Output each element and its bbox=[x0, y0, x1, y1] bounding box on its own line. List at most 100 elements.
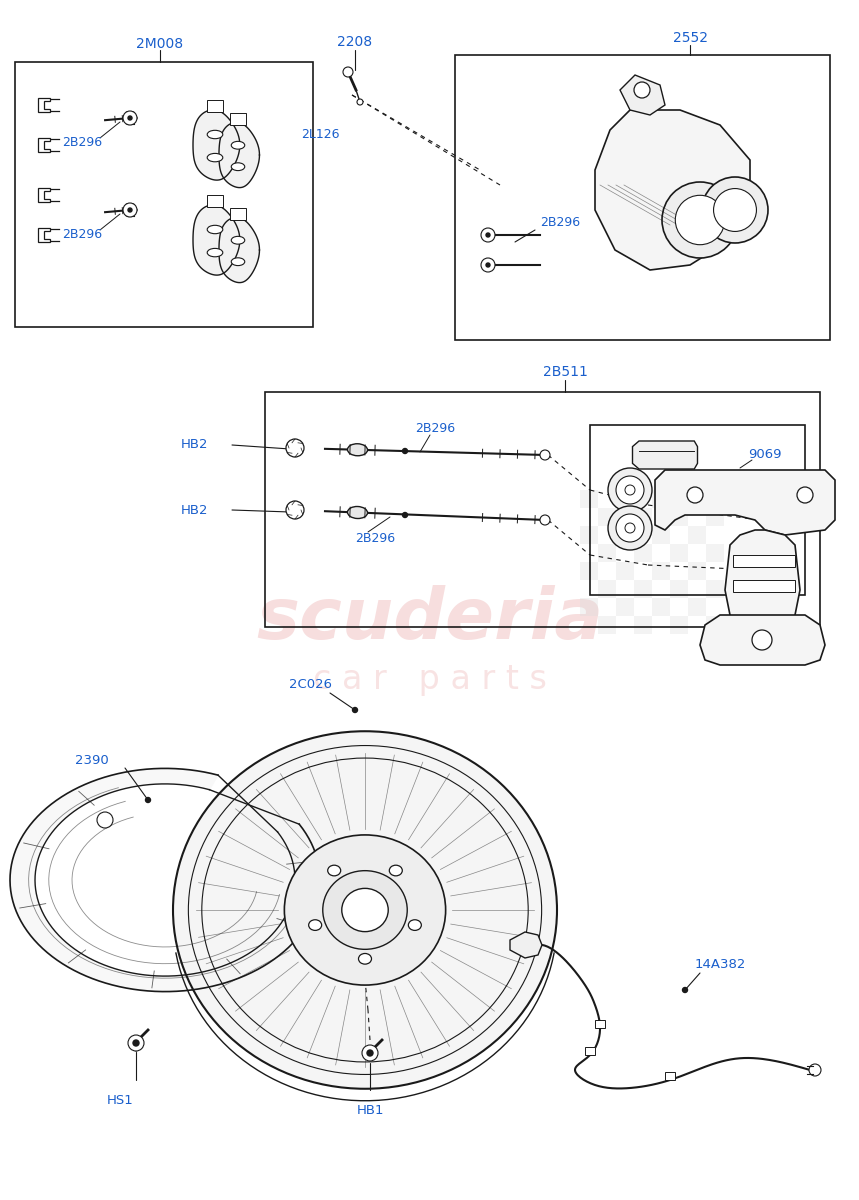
Bar bbox=[688, 526, 706, 544]
Circle shape bbox=[481, 228, 495, 242]
Text: 2B296: 2B296 bbox=[62, 137, 102, 150]
Ellipse shape bbox=[308, 919, 321, 930]
Polygon shape bbox=[38, 98, 50, 112]
Circle shape bbox=[687, 487, 703, 503]
Circle shape bbox=[616, 514, 644, 542]
Bar bbox=[616, 562, 634, 580]
Ellipse shape bbox=[207, 131, 222, 139]
Polygon shape bbox=[219, 217, 259, 282]
Bar bbox=[585, 1046, 595, 1055]
Circle shape bbox=[403, 449, 407, 454]
Bar bbox=[616, 526, 634, 544]
Ellipse shape bbox=[348, 444, 368, 456]
Circle shape bbox=[486, 233, 490, 236]
Bar bbox=[688, 598, 706, 616]
Circle shape bbox=[286, 439, 304, 457]
Circle shape bbox=[97, 812, 113, 828]
Polygon shape bbox=[510, 932, 542, 958]
Circle shape bbox=[123, 203, 137, 217]
Circle shape bbox=[128, 208, 132, 212]
Text: HB1: HB1 bbox=[356, 1104, 384, 1116]
Circle shape bbox=[133, 1040, 139, 1046]
Bar bbox=[733, 580, 795, 592]
Polygon shape bbox=[700, 614, 825, 665]
Bar bbox=[688, 562, 706, 580]
Circle shape bbox=[123, 110, 137, 125]
Bar bbox=[580, 598, 598, 616]
Bar bbox=[652, 562, 670, 580]
Bar bbox=[230, 208, 246, 220]
Bar bbox=[598, 508, 616, 526]
Ellipse shape bbox=[231, 236, 245, 244]
Bar bbox=[580, 490, 598, 508]
Circle shape bbox=[625, 523, 635, 533]
Text: 2B296: 2B296 bbox=[415, 421, 455, 434]
Bar bbox=[634, 580, 652, 598]
Ellipse shape bbox=[207, 226, 222, 234]
Bar bbox=[230, 113, 246, 125]
Bar bbox=[455, 55, 830, 340]
Circle shape bbox=[128, 116, 132, 120]
Circle shape bbox=[809, 1064, 821, 1076]
Polygon shape bbox=[38, 228, 50, 242]
Ellipse shape bbox=[327, 865, 341, 876]
Text: scuderia: scuderia bbox=[257, 586, 604, 654]
Text: 2M008: 2M008 bbox=[137, 37, 184, 50]
Ellipse shape bbox=[408, 919, 422, 930]
Circle shape bbox=[540, 450, 550, 460]
Polygon shape bbox=[620, 74, 665, 115]
Polygon shape bbox=[193, 110, 240, 180]
Ellipse shape bbox=[207, 154, 222, 162]
Bar bbox=[634, 508, 652, 526]
Bar bbox=[265, 392, 820, 626]
Circle shape bbox=[797, 487, 813, 503]
Circle shape bbox=[714, 188, 757, 232]
Circle shape bbox=[752, 630, 772, 650]
Text: 2B296: 2B296 bbox=[540, 216, 580, 228]
Text: 2L126: 2L126 bbox=[301, 128, 339, 142]
Text: 2B511: 2B511 bbox=[543, 365, 588, 379]
Circle shape bbox=[481, 258, 495, 272]
Bar bbox=[706, 616, 724, 634]
Bar bbox=[634, 544, 652, 562]
Polygon shape bbox=[725, 530, 800, 635]
Circle shape bbox=[540, 515, 550, 526]
Bar bbox=[207, 194, 223, 206]
Bar bbox=[670, 580, 688, 598]
Text: c a r   p a r t s: c a r p a r t s bbox=[313, 664, 547, 696]
Text: HB2: HB2 bbox=[181, 504, 209, 516]
Bar bbox=[616, 598, 634, 616]
Ellipse shape bbox=[173, 731, 557, 1088]
Circle shape bbox=[367, 1050, 373, 1056]
Circle shape bbox=[486, 263, 490, 266]
Circle shape bbox=[343, 67, 353, 77]
Bar bbox=[598, 544, 616, 562]
Circle shape bbox=[608, 468, 652, 512]
Bar bbox=[652, 490, 670, 508]
Polygon shape bbox=[38, 138, 50, 152]
Bar bbox=[590, 425, 805, 595]
Circle shape bbox=[662, 182, 738, 258]
Circle shape bbox=[403, 512, 407, 517]
Circle shape bbox=[352, 708, 357, 713]
Circle shape bbox=[128, 1034, 144, 1051]
Text: 14A382: 14A382 bbox=[694, 959, 746, 972]
Ellipse shape bbox=[231, 163, 245, 170]
Text: 2B296: 2B296 bbox=[355, 532, 395, 545]
Polygon shape bbox=[10, 768, 320, 991]
Polygon shape bbox=[655, 470, 835, 535]
Bar bbox=[634, 616, 652, 634]
Text: 9069: 9069 bbox=[748, 449, 782, 462]
Polygon shape bbox=[219, 122, 259, 187]
Ellipse shape bbox=[348, 506, 368, 518]
Bar bbox=[733, 554, 795, 566]
Ellipse shape bbox=[231, 258, 245, 265]
Ellipse shape bbox=[358, 954, 371, 964]
Bar bbox=[580, 526, 598, 544]
Polygon shape bbox=[595, 110, 750, 270]
Bar bbox=[15, 62, 313, 326]
Polygon shape bbox=[632, 440, 698, 469]
Text: 2208: 2208 bbox=[338, 35, 373, 49]
Ellipse shape bbox=[389, 865, 402, 876]
Bar bbox=[580, 562, 598, 580]
